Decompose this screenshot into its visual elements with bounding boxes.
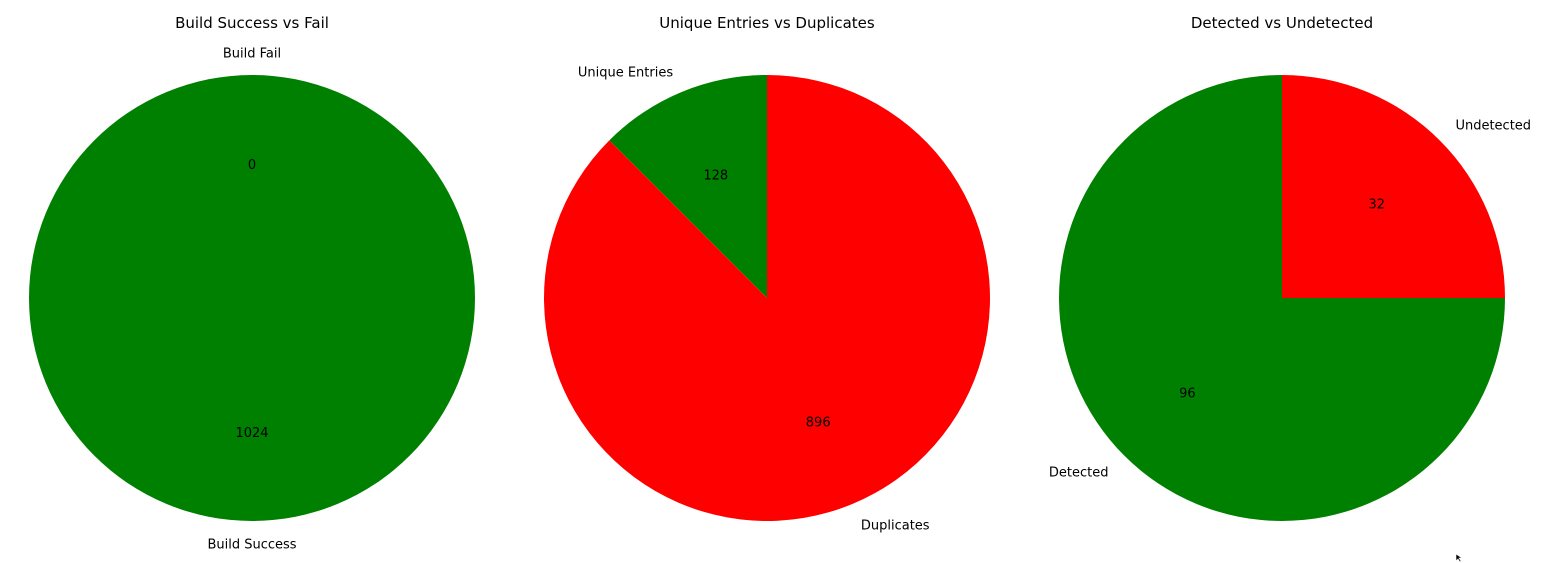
mouse-cursor-icon (1455, 553, 1463, 563)
value-label-duplicates: 896 (806, 416, 831, 431)
slice-label-unique-entries: Unique Entries (578, 65, 673, 80)
pie-slice-duplicates (543, 75, 990, 521)
slice-label-build-fail: Build Fail (223, 47, 281, 62)
pie-slice-undetected (1282, 75, 1505, 298)
chart-title: Build Success vs Fail (175, 14, 329, 32)
value-label-detected: 96 (1179, 387, 1196, 402)
pie-chart-1: Build Success vs Fail Build Success 1024 Bu… (29, 14, 475, 552)
slice-label-undetected: Undetected (1455, 119, 1531, 134)
slice-label-build-success: Build Success (207, 537, 296, 552)
slice-label-detected: Detected (1049, 465, 1109, 480)
value-label-undetected: 32 (1368, 197, 1385, 212)
pie-slice-build-success (29, 75, 475, 521)
value-label-build-fail: 0 (248, 158, 256, 173)
slice-label-duplicates: Duplicates (861, 519, 930, 534)
chart-title: Detected vs Undetected (1191, 14, 1373, 32)
value-label-unique-entries: 128 (703, 168, 728, 183)
pie-chart-2: Unique Entries vs Duplicates Unique Entri… (543, 14, 990, 534)
pie-slice-unique-entries (609, 75, 767, 298)
pie-chart-3: Detected vs Undetected Detected 96 Undetect… (1049, 14, 1531, 521)
chart-title: Unique Entries vs Duplicates (659, 14, 875, 32)
value-label-build-success: 1024 (235, 426, 268, 441)
